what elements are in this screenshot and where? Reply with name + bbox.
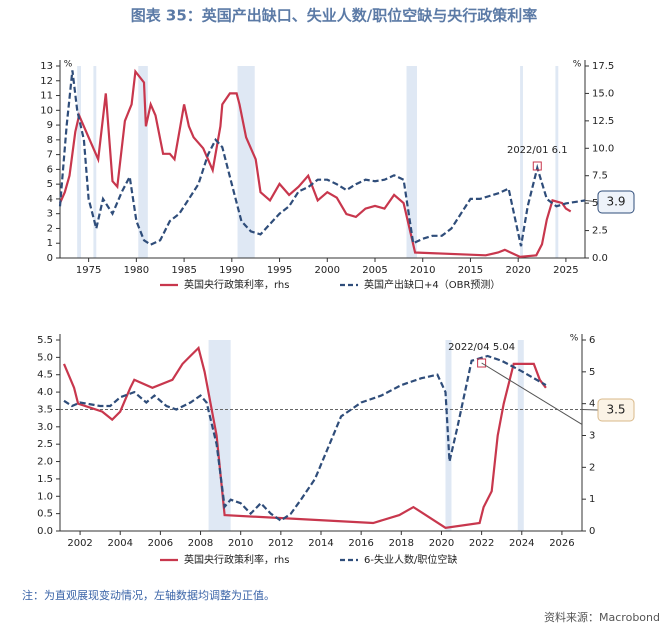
- series-line: [58, 68, 572, 259]
- shaded-period: [555, 66, 559, 258]
- callout-label: 3.5: [606, 403, 625, 417]
- y-tick-label: 2.5: [37, 439, 53, 450]
- x-tick-label: 2010: [410, 265, 435, 276]
- y-tick-label: 2: [47, 223, 53, 234]
- shaded-period: [77, 66, 81, 258]
- y-tick-label: 5: [47, 179, 53, 190]
- y-tick-label: 9: [47, 120, 53, 131]
- y2-tick-label: 4: [589, 399, 595, 410]
- x-tick-label: 2022: [469, 538, 494, 549]
- x-tick-label: 2018: [389, 538, 414, 549]
- y-tick-label: 6: [47, 164, 53, 175]
- y2-unit: %: [573, 60, 582, 70]
- footnote: 注：为直观展现变动情况，左轴数据均调整为正值。: [22, 588, 275, 602]
- y-tick-label: 13: [40, 61, 53, 72]
- source: 资料来源：Macrobond: [544, 610, 660, 624]
- annotation: 2022/04 5.04: [448, 342, 515, 353]
- callout-leader: [584, 199, 599, 203]
- y-tick-label: 1.5: [37, 474, 53, 485]
- y-tick-label: 2.0: [37, 457, 53, 468]
- y2-tick-label: 17.5: [592, 61, 614, 72]
- y-tick-label: 0: [47, 253, 53, 264]
- x-tick-label: 2020: [505, 265, 530, 276]
- shaded-period: [237, 66, 255, 258]
- callout-box: [597, 398, 635, 422]
- legend-label: 6-失业人数/职位空缺: [364, 553, 457, 566]
- x-tick-label: 2026: [549, 538, 574, 549]
- callout-label: 3.9: [606, 195, 625, 209]
- page-title: 图表 35：英国产出缺口、失业人数/职位空缺与央行政策利率: [131, 7, 538, 25]
- y2-tick-label: 7.5: [592, 171, 608, 182]
- y-tick-label: 4.5: [37, 370, 53, 381]
- y2-tick-label: 10.0: [592, 143, 614, 154]
- x-tick-label: 1995: [267, 265, 292, 276]
- y2-tick-label: 12.5: [592, 116, 614, 127]
- y-unit: %: [64, 60, 73, 70]
- x-tick-label: 2025: [553, 265, 578, 276]
- x-tick-label: 2015: [458, 265, 483, 276]
- y-tick-label: 4: [47, 194, 53, 205]
- x-tick-label: 2020: [429, 538, 454, 549]
- y-tick-label: 12: [40, 76, 53, 87]
- y2-tick-label: 0.0: [592, 253, 608, 264]
- y2-unit: %: [570, 334, 579, 344]
- x-tick-label: 1985: [171, 265, 196, 276]
- x-tick-label: 2004: [108, 538, 133, 549]
- shaded-period: [93, 66, 97, 258]
- series-line: [58, 70, 586, 247]
- x-tick-label: 2005: [362, 265, 387, 276]
- y2-tick-label: 0: [589, 526, 595, 537]
- y-tick-label: 0.5: [37, 509, 53, 520]
- y-tick-label: 3: [47, 209, 53, 220]
- y-tick-label: 1.0: [37, 491, 53, 502]
- y-tick-label: 8: [47, 135, 53, 146]
- y-tick-label: 1: [47, 238, 53, 249]
- y-tick-label: 3.5: [37, 404, 53, 415]
- annotation: 2022/01 6.1: [507, 145, 568, 156]
- shaded-period: [138, 66, 148, 258]
- y2-tick-label: 15.0: [592, 88, 614, 99]
- y-tick-label: 3.0: [37, 422, 53, 433]
- x-tick-label: 2008: [188, 538, 213, 549]
- annotation-marker: [477, 358, 487, 368]
- y2-tick-label: 3: [589, 431, 595, 442]
- y-tick-label: 4.0: [37, 387, 53, 398]
- x-tick-label: 2010: [228, 538, 253, 549]
- x-tick-label: 2014: [308, 538, 333, 549]
- callout-box: [597, 190, 635, 214]
- x-tick-label: 2000: [315, 265, 340, 276]
- y2-tick-label: 6: [589, 335, 595, 346]
- y-tick-label: 0.0: [37, 526, 53, 537]
- x-tick-label: 1980: [124, 265, 149, 276]
- legend-label: 英国央行政策利率，rhs: [184, 553, 289, 566]
- callout-leader: [581, 408, 599, 411]
- x-tick-label: 1990: [219, 265, 244, 276]
- y2-tick-label: 5: [589, 367, 595, 378]
- x-tick-label: 2006: [148, 538, 173, 549]
- series-line: [63, 354, 547, 522]
- shaded-period: [406, 66, 417, 258]
- x-tick-label: 2024: [509, 538, 534, 549]
- x-tick-label: 1975: [76, 265, 101, 276]
- annotation-marker: [532, 161, 542, 171]
- x-tick-label: 2012: [268, 538, 293, 549]
- shaded-period: [520, 66, 523, 258]
- y-tick-label: 5.0: [37, 352, 53, 363]
- legend-label: 英国央行政策利率，rhs: [184, 278, 289, 291]
- x-tick-label: 2016: [348, 538, 373, 549]
- shaded-period: [208, 340, 231, 531]
- shaded-period: [517, 340, 524, 531]
- y-tick-label: 5.5: [37, 335, 53, 346]
- annotation-leader: [481, 362, 583, 425]
- x-tick-label: 2002: [67, 538, 92, 549]
- y2-tick-label: 2: [589, 462, 595, 473]
- y2-tick-label: 2.5: [592, 226, 608, 237]
- y-tick-label: 10: [40, 105, 53, 116]
- y-tick-label: 7: [47, 150, 53, 161]
- legend-label: 英国产出缺口+4（OBR预测）: [364, 278, 500, 291]
- y-tick-label: 11: [40, 91, 53, 102]
- series-line: [62, 345, 547, 529]
- y2-tick-label: 1: [589, 494, 595, 505]
